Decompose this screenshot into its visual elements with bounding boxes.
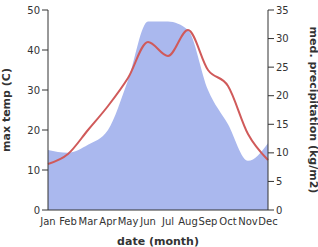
svg-text:Jun: Jun [139,216,156,227]
svg-text:25: 25 [276,62,289,73]
svg-text:35: 35 [276,5,289,16]
svg-text:Jul: Jul [161,216,174,227]
svg-text:40: 40 [27,45,40,56]
svg-text:0: 0 [276,205,282,216]
svg-text:Dec: Dec [258,216,277,227]
svg-text:May: May [118,216,139,227]
svg-text:Nov: Nov [238,216,258,227]
svg-text:Aug: Aug [178,216,198,227]
svg-text:20: 20 [27,125,40,136]
svg-text:15: 15 [276,119,289,130]
svg-text:Oct: Oct [219,216,236,227]
svg-text:Sep: Sep [199,216,218,227]
svg-text:Mar: Mar [79,216,99,227]
svg-text:0: 0 [34,205,40,216]
svg-text:med. precipitation (kg/m2): med. precipitation (kg/m2) [307,27,310,194]
svg-text:Apr: Apr [99,216,117,227]
svg-text:max temp (C): max temp (C) [8,68,13,152]
svg-text:10: 10 [276,147,289,158]
svg-text:date (month): date (month) [117,235,199,247]
svg-text:20: 20 [276,90,289,101]
svg-text:10: 10 [27,165,40,176]
svg-text:30: 30 [27,85,40,96]
svg-text:Jan: Jan [39,216,55,227]
svg-text:30: 30 [276,33,289,44]
svg-text:50: 50 [27,5,40,16]
svg-text:Feb: Feb [59,216,77,227]
svg-text:5: 5 [276,176,282,187]
